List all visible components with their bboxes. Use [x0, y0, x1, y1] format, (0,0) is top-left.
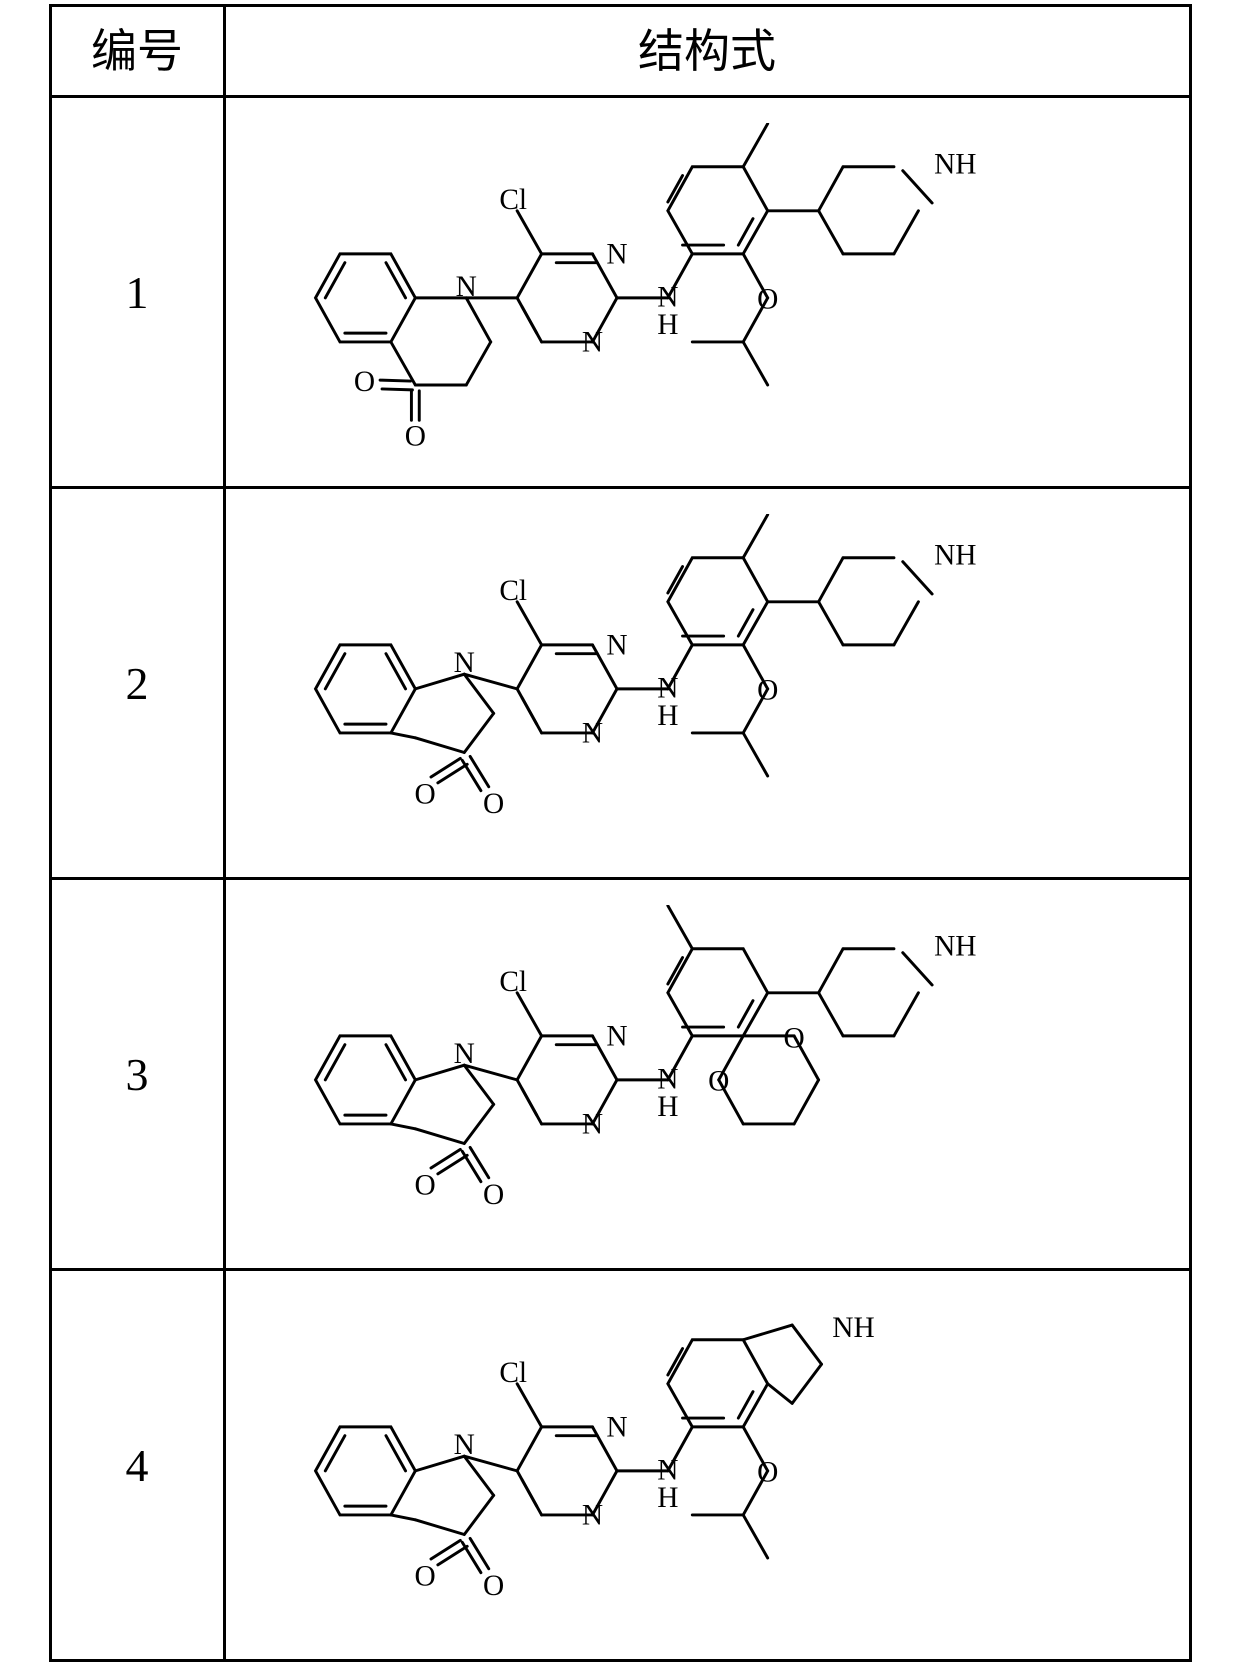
atom-label: H: [657, 1482, 678, 1514]
atom-label: O: [757, 284, 778, 316]
atom-label: NH: [934, 540, 976, 572]
atom-label: O: [415, 1560, 436, 1592]
atom-label: O: [415, 778, 436, 810]
atom-label: N: [582, 1500, 603, 1532]
atom-label: N: [454, 647, 475, 679]
compound-id: 1: [50, 97, 224, 488]
atom-label: N: [606, 1412, 627, 1444]
header-id: 编号: [50, 6, 224, 97]
atom-label: H: [657, 1091, 678, 1123]
page: 编号 结构式 1: [0, 4, 1240, 1662]
header-structure: 结构式: [224, 6, 1190, 97]
atom-label: O: [483, 1570, 504, 1602]
compound-structure: N N N N H Cl O NH O O: [224, 97, 1190, 488]
atom-label: N: [454, 1038, 475, 1070]
compound-structure: N N N N H Cl O NH O O: [224, 488, 1190, 879]
atom-label: O: [415, 1169, 436, 1201]
atom-label: N: [582, 1109, 603, 1141]
atom-label: O: [784, 1023, 805, 1055]
table-row: 1: [50, 97, 1190, 488]
atom-label: O: [708, 1066, 729, 1098]
table-row: 2: [50, 488, 1190, 879]
atom-label: NH: [934, 931, 976, 963]
structure-svg: N N N N H Cl O O NH O O: [247, 905, 1167, 1245]
atom-label: N: [454, 1429, 475, 1461]
atom-label: O: [354, 366, 375, 398]
atom-label: O: [483, 1179, 504, 1211]
atom-label: Cl: [499, 184, 527, 216]
table-header-row: 编号 结构式: [50, 6, 1190, 97]
compound-table: 编号 结构式 1: [49, 4, 1192, 1662]
compound-structure: N N N N H Cl O O NH O O: [224, 879, 1190, 1270]
structure-svg: N N N N H Cl O NH O O: [247, 1296, 1167, 1636]
atom-label: O: [757, 675, 778, 707]
atom-label: N: [456, 271, 477, 303]
atom-label: N: [582, 327, 603, 359]
atom-label: H: [657, 700, 678, 732]
compound-id: 3: [50, 879, 224, 1270]
atom-label: NH: [832, 1312, 874, 1344]
atom-label: N: [582, 718, 603, 750]
atom-label: N: [606, 630, 627, 662]
atom-label: Cl: [499, 1357, 527, 1389]
atom-label: O: [405, 421, 426, 453]
compound-structure: N N N N H Cl O NH O O: [224, 1270, 1190, 1661]
table-row: 4: [50, 1270, 1190, 1661]
atom-label: Cl: [499, 575, 527, 607]
atom-label: O: [757, 1457, 778, 1489]
compound-id: 4: [50, 1270, 224, 1661]
atom-label: Cl: [499, 966, 527, 998]
compound-id: 2: [50, 488, 224, 879]
table-row: 3: [50, 879, 1190, 1270]
structure-svg: N N N N H Cl O NH O O: [247, 514, 1167, 854]
atom-label: N: [606, 239, 627, 271]
atom-label: NH: [934, 149, 976, 181]
atom-label: H: [657, 309, 678, 341]
atom-label: O: [483, 788, 504, 820]
structure-svg: N N N N H Cl O NH O O: [247, 123, 1167, 463]
atom-label: N: [606, 1021, 627, 1053]
